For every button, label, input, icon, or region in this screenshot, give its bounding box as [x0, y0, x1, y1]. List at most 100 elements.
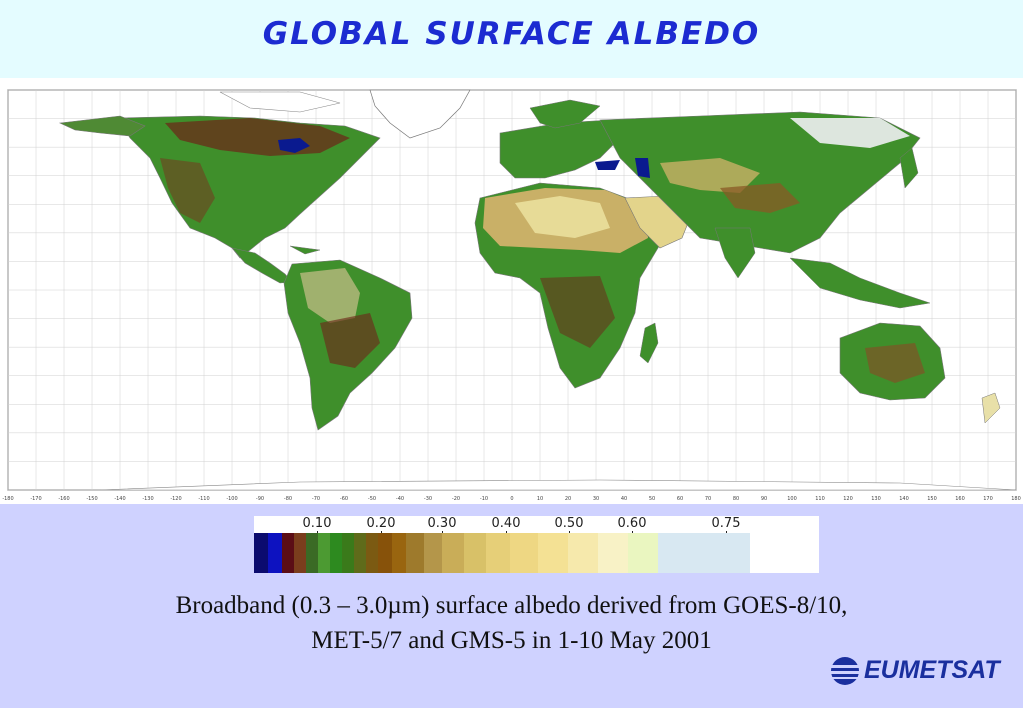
legend-swatch	[628, 533, 658, 573]
legend-tick-label: 0.40	[491, 516, 521, 531]
longitude-tick-label: -20	[452, 496, 460, 502]
longitude-tick-label: 170	[983, 496, 993, 502]
land-antarctica	[99, 479, 1017, 491]
longitude-tick-label: 50	[649, 496, 655, 502]
legend-swatch	[464, 533, 486, 573]
legend-swatch	[306, 533, 318, 573]
legend-swatch	[268, 533, 282, 573]
caption: Broadband (0.3 – 3.0µm) surface albedo d…	[0, 588, 1023, 658]
longitude-tick-label: -160	[58, 496, 69, 502]
legend-swatch	[294, 533, 306, 573]
longitude-tick-label: 140	[899, 496, 909, 502]
longitude-tick-label: 70	[705, 496, 711, 502]
longitude-tick-label: 110	[815, 496, 825, 502]
legend-tick-label: 0.50	[554, 516, 584, 531]
caption-line-1: Broadband (0.3 – 3.0µm) surface albedo d…	[175, 592, 848, 619]
longitude-tick-label: -30	[424, 496, 432, 502]
longitude-tick-label: -60	[340, 496, 348, 502]
longitude-tick-label: -10	[480, 496, 488, 502]
longitude-tick-label: 90	[761, 496, 767, 502]
longitude-tick-label: 10	[537, 496, 543, 502]
land-sahara-bright	[515, 196, 610, 238]
longitude-tick-label: 80	[733, 496, 739, 502]
land-south-america-brown	[320, 313, 380, 368]
legend-swatch	[378, 533, 392, 573]
longitude-tick-label: -90	[256, 496, 264, 502]
legend-tick-label: 0.75	[711, 516, 741, 531]
longitude-tick-label: 100	[787, 496, 797, 502]
longitude-tick-label: 130	[871, 496, 881, 502]
legend-swatch	[254, 533, 268, 573]
longitude-tick-label: -100	[226, 496, 237, 502]
albedo-map: -180 -170 -160 -150 -140 -130 -120 -110 -100 -90-…	[2, 89, 1021, 502]
legend-swatch	[342, 533, 354, 573]
title-band: GLOBAL SURFACE ALBEDO	[0, 0, 1023, 78]
longitude-tick-label: 0	[510, 496, 513, 502]
longitude-tick-labels: -180 -170 -160 -150 -140 -130 -120 -110 -100 -90-…	[2, 496, 1020, 502]
legend-swatch	[510, 533, 538, 573]
legend-swatch	[406, 533, 424, 573]
eumetsat-globe-icon	[831, 657, 859, 685]
longitude-tick-label: -170	[30, 496, 41, 502]
longitude-tick-label: -140	[114, 496, 125, 502]
caption-line-2: MET-5/7 and GMS-5 in 1-10 May 2001	[311, 627, 712, 654]
longitude-tick-label: -50	[368, 496, 376, 502]
albedo-color-legend: 0.10 0.20 0.30 0.40 0.50 0.60 0.75	[254, 516, 819, 573]
water-caspian-sea	[635, 158, 650, 178]
land-caribbean	[289, 245, 321, 255]
longitude-tick-label: -150	[86, 496, 97, 502]
longitude-tick-label: -110	[198, 496, 209, 502]
legend-swatch	[598, 533, 628, 573]
legend-swatch	[442, 533, 464, 573]
longitude-tick-label: -80	[284, 496, 292, 502]
land-alaska	[58, 115, 146, 137]
land-new-zealand	[981, 392, 1001, 424]
legend-swatch	[568, 533, 598, 573]
longitude-tick-label: 180	[1011, 496, 1021, 502]
land-central-asia-desert	[660, 158, 760, 193]
land-india	[714, 227, 756, 279]
legend-swatch	[318, 533, 330, 573]
longitude-tick-label: 120	[843, 496, 853, 502]
water-great-lakes	[278, 138, 310, 153]
map-panel: -180 -170 -160 -150 -140 -130 -120 -110 -100 -90-…	[0, 78, 1023, 504]
land-north-america-west	[160, 158, 215, 223]
longitude-tick-label: 30	[593, 496, 599, 502]
land-madagascar	[639, 322, 659, 364]
longitude-tick-label: -40	[396, 496, 404, 502]
eumetsat-logo: EUMETSAT	[828, 654, 1003, 688]
legend-tick-label: 0.10	[302, 516, 332, 531]
legend-swatch	[282, 533, 294, 573]
longitude-tick-label: -180	[2, 496, 13, 502]
longitude-tick-label: 160	[955, 496, 965, 502]
legend-swatch	[658, 533, 750, 573]
longitude-tick-label: -70	[312, 496, 320, 502]
land-scandinavia	[529, 99, 601, 129]
water-black-sea	[595, 160, 620, 170]
legend-tick-label: 0.60	[617, 516, 647, 531]
land-tibet	[720, 183, 800, 213]
land-australia-interior	[865, 343, 925, 383]
legend-swatch	[392, 533, 406, 573]
legend-swatch	[366, 533, 378, 573]
legend-swatch	[538, 533, 568, 573]
land-south-america-savanna	[300, 268, 360, 323]
land-siberia-ice	[790, 118, 910, 148]
legend-swatch	[486, 533, 510, 573]
longitude-tick-label: -120	[170, 496, 181, 502]
longitude-tick-label: 150	[927, 496, 937, 502]
eumetsat-logo-text: EUMETSAT	[864, 656, 1000, 684]
longitude-tick-label: 60	[677, 496, 683, 502]
longitude-tick-label: 20	[565, 496, 571, 502]
legend-swatch	[354, 533, 366, 573]
longitude-tick-label: -130	[142, 496, 153, 502]
longitude-tick-label: 40	[621, 496, 627, 502]
page-title: GLOBAL SURFACE ALBEDO	[262, 16, 761, 52]
legend-color-bar	[254, 533, 819, 573]
land-southeast-asia	[789, 257, 931, 309]
land-europe	[499, 119, 621, 179]
land-greenland	[369, 89, 471, 139]
land-central-africa	[540, 276, 615, 348]
legend-swatch	[424, 533, 442, 573]
legend-tick-label: 0.30	[427, 516, 457, 531]
